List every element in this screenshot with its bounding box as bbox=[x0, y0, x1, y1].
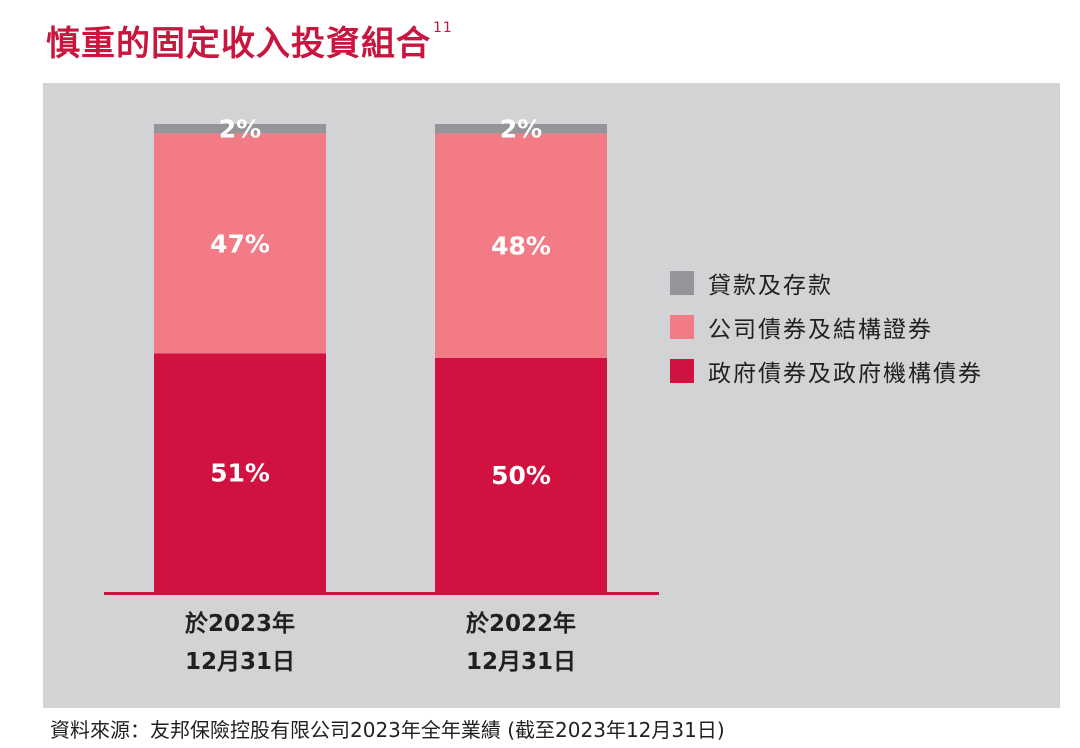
data-label: 2% bbox=[500, 115, 542, 144]
data-label: 48% bbox=[491, 232, 551, 261]
legend-swatch bbox=[670, 271, 694, 295]
legend-label: 公司債券及結構證券 bbox=[708, 317, 933, 343]
bar-segment bbox=[435, 358, 607, 592]
legend-swatch bbox=[670, 359, 694, 383]
legend-item: 公司債券及結構證券 bbox=[670, 305, 983, 349]
legend-label: 貸款及存款 bbox=[708, 273, 833, 299]
data-label: 47% bbox=[210, 229, 270, 258]
category-label-line2: 12月31日 bbox=[184, 649, 295, 675]
data-label: 51% bbox=[210, 459, 270, 488]
source-note: 資料來源：友邦保險控股有限公司2023年全年業績 (截至2023年12月31日) bbox=[50, 718, 725, 742]
category-label-line1: 於2022年 bbox=[465, 611, 576, 637]
stacked-bar-chart: 51% 47% 2% 50% 48% 2% bbox=[104, 115, 659, 595]
bar-segment bbox=[435, 124, 607, 134]
category-label-2023: 於2023年 12月31日 bbox=[130, 605, 350, 681]
legend: 貸款及存款公司債券及結構證券政府債券及政府機構債券 bbox=[670, 261, 983, 393]
chart-title-text: 慎重的固定收入投資組合 bbox=[46, 24, 431, 64]
data-label: 2% bbox=[219, 115, 261, 144]
legend-item: 政府債券及政府機構債券 bbox=[670, 349, 983, 393]
category-label-line1: 於2023年 bbox=[184, 611, 295, 637]
bar-segment bbox=[435, 133, 607, 358]
chart-panel: 51% 47% 2% 50% 48% 2% 貸款及存款公司債券及結構證券政府債券及政府機構… bbox=[43, 83, 1060, 708]
legend-item: 貸款及存款 bbox=[670, 261, 983, 305]
category-label-line2: 12月31日 bbox=[465, 649, 576, 675]
title-footnote: 11 bbox=[433, 20, 453, 36]
bar-segment bbox=[154, 133, 326, 354]
chart-title: 慎重的固定收入投資組合 11 bbox=[46, 16, 453, 65]
bar-segment bbox=[154, 124, 326, 134]
bar-segment bbox=[154, 353, 326, 592]
legend-swatch bbox=[670, 315, 694, 339]
legend-label: 政府債券及政府機構債券 bbox=[708, 361, 983, 387]
data-label: 50% bbox=[491, 461, 551, 490]
category-label-2022: 於2022年 12月31日 bbox=[411, 605, 631, 681]
